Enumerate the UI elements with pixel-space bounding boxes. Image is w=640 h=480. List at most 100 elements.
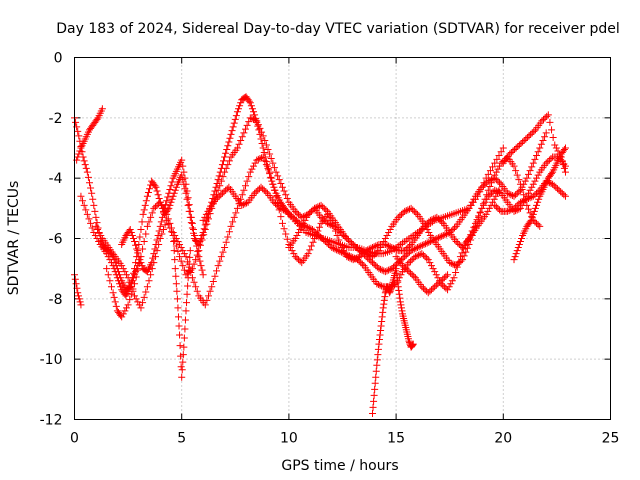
data-point [259,132,267,140]
data-point [459,256,467,264]
data-point [379,304,387,312]
data-point [373,361,381,369]
data-point [137,304,145,312]
data-point [449,225,457,233]
data-point [375,247,383,255]
data-point [111,268,119,276]
data-point [231,115,239,123]
data-point [552,183,560,191]
data-point [136,233,144,241]
data-point [402,265,410,273]
data-point [166,219,174,227]
data-point [516,198,524,206]
data-point [235,140,243,148]
data-point [507,149,515,157]
data-point [269,159,277,167]
data-point [201,225,209,233]
data-point [437,277,445,285]
data-point [526,186,534,194]
data-point [257,183,265,191]
data-point [367,252,375,260]
data-point [177,363,185,371]
data-point [560,164,568,172]
data-point [250,108,258,116]
data-point [325,241,333,249]
data-point [504,207,512,215]
data-point [124,274,132,282]
data-point [352,244,360,252]
data-point [151,203,159,211]
data-point [248,105,256,113]
data-point [159,209,167,217]
data-point [259,185,267,193]
data-point [181,174,189,182]
data-point [442,284,450,292]
data-point [205,292,212,300]
data-point [533,201,541,209]
data-point [325,220,333,228]
data-point [187,213,195,221]
x-tick-label: 0 [70,431,79,447]
data-point [404,250,412,258]
data-point [436,278,444,286]
data-point [251,116,259,124]
data-point [309,238,317,246]
data-point [176,331,184,339]
data-point [296,257,304,265]
data-point [473,218,481,226]
data-series-arc-12 [392,253,452,297]
data-point [214,262,222,270]
data-point [490,195,498,203]
data-point [259,153,267,161]
data-point [292,216,300,224]
data-point [386,225,394,233]
data-point [333,246,341,254]
data-point [544,111,552,119]
data-point [557,188,565,196]
y-tick-label: -6 [49,232,63,248]
data-point [429,265,437,273]
data-point [520,136,528,144]
data-point [307,242,315,250]
data-point [224,233,232,241]
data-point [167,198,175,206]
data-point [97,231,105,239]
data-point [106,277,114,285]
data-point [140,293,148,301]
data-point [114,277,122,285]
data-point [561,168,569,176]
data-point [560,146,568,154]
data-point [391,262,399,270]
data-point [248,165,256,173]
data-point [544,178,552,186]
data-point [299,213,307,221]
data-point [215,192,223,200]
data-point [378,317,386,325]
data-point [420,219,428,227]
data-point [220,157,228,165]
data-point [484,177,492,185]
data-point [278,205,286,213]
data-point [241,125,249,133]
data-point [521,196,529,204]
data-point [558,189,566,197]
data-point [81,161,89,169]
data-point [512,167,520,175]
data-point [77,301,85,309]
data-point [369,403,377,411]
data-point [419,284,427,292]
data-point [418,241,426,249]
data-point [389,244,397,252]
data-point [536,222,544,230]
data-point [440,274,448,282]
data-point [172,280,180,288]
data-point [396,212,404,220]
data-point [432,281,440,289]
data-point [154,191,162,199]
data-point [216,182,224,190]
data-point [344,251,352,259]
data-point [295,210,303,218]
data-point [484,170,492,178]
data-point [518,185,526,193]
data-point [484,186,492,194]
